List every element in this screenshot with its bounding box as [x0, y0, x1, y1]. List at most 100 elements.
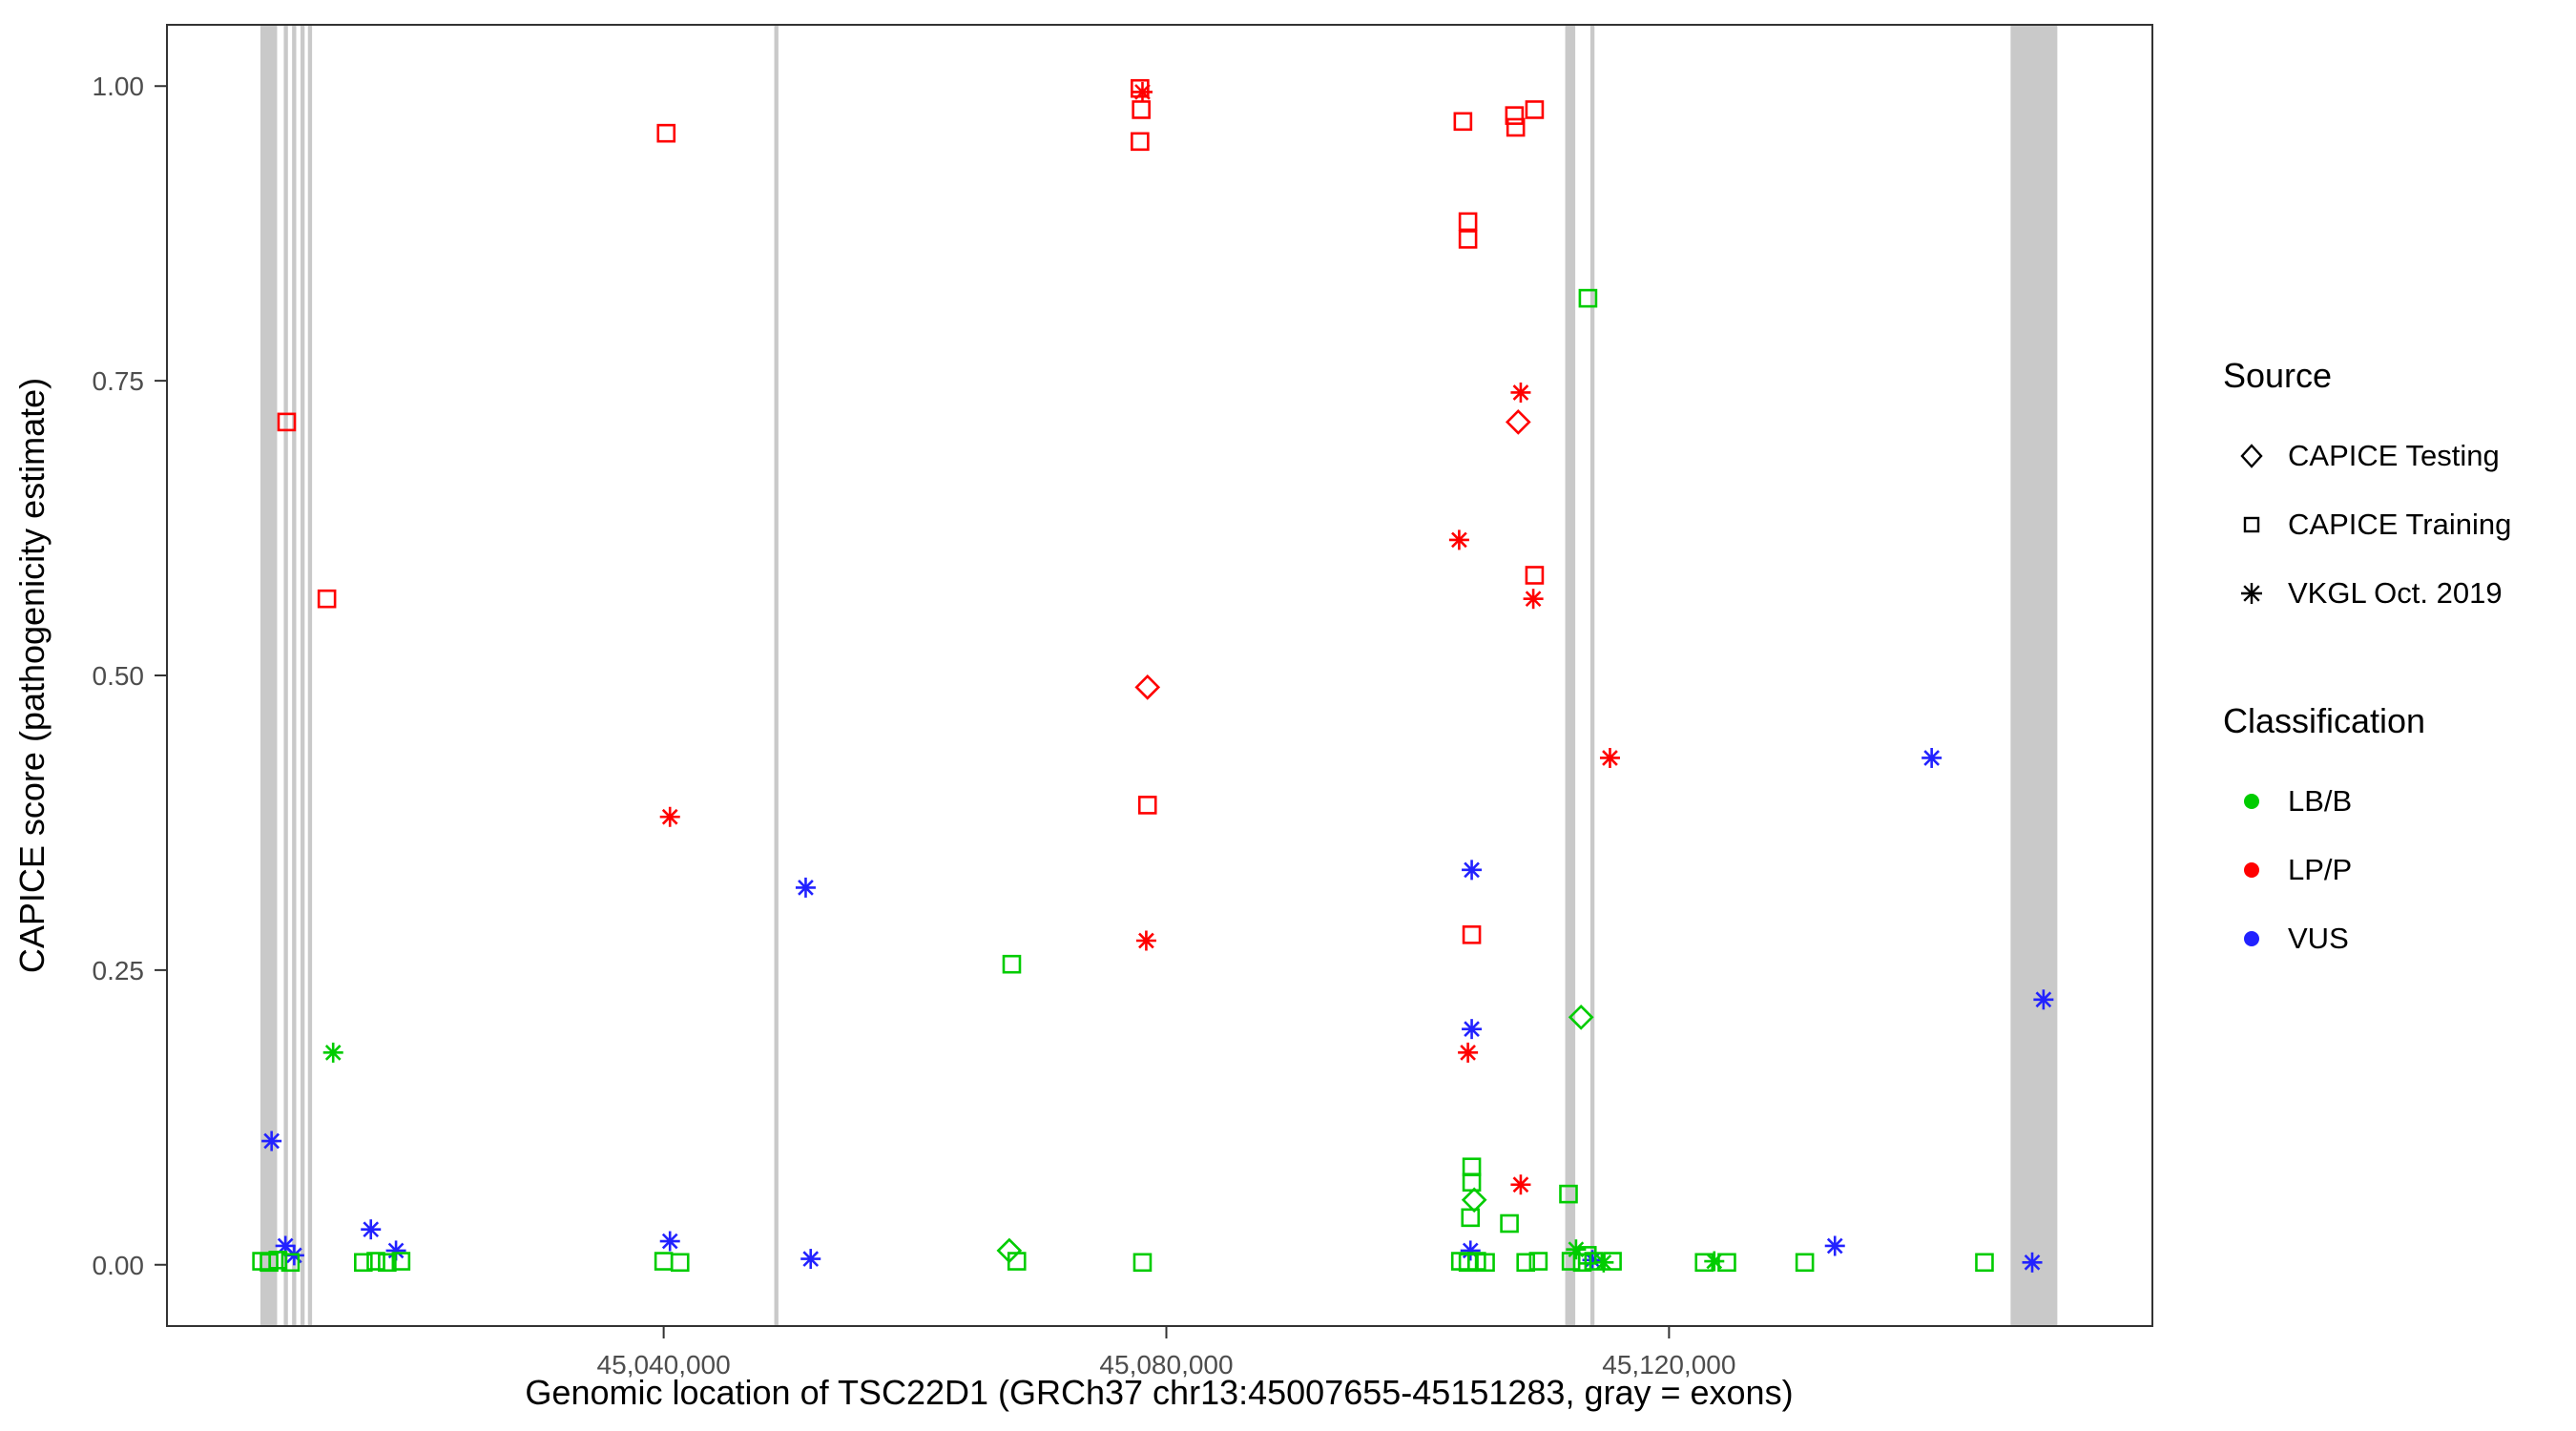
data-point-asterisk	[659, 806, 680, 827]
square-icon	[2243, 516, 2260, 533]
asterisk-line	[1464, 861, 1480, 879]
data-point-square	[1572, 1253, 1592, 1273]
exon-bar	[292, 25, 297, 1326]
diamond-icon	[2240, 444, 2263, 468]
data-point-square	[1578, 288, 1598, 308]
data-point-square	[656, 123, 676, 143]
legend-label-lpp: LP/P	[2288, 853, 2353, 886]
data-point-square	[1002, 954, 1022, 974]
exon-bar	[300, 25, 305, 1326]
data-point-square	[654, 1252, 674, 1271]
asterisk-line	[1512, 384, 1529, 401]
asterisk-line	[277, 1237, 294, 1255]
y-tick-label: 0.50	[93, 661, 145, 691]
data-point-square	[268, 1251, 288, 1270]
asterisk-line	[1923, 750, 1940, 766]
data-point-square	[1131, 78, 1150, 98]
data-point-diamond	[1505, 409, 1531, 435]
data-point-square	[1458, 230, 1478, 249]
legend-classification-title: Classification	[2223, 701, 2426, 740]
asterisk-line	[798, 880, 814, 896]
data-point-square	[1500, 1213, 1519, 1234]
data-point-asterisk	[361, 1219, 382, 1240]
asterisk-line	[363, 1221, 380, 1238]
y-tick-label: 0.75	[93, 366, 145, 396]
exon-bar	[774, 25, 779, 1326]
data-point-asterisk	[800, 1249, 821, 1270]
data-point-square	[1528, 1252, 1548, 1271]
plot-area: 45,040,000 45,080,000 45,120,000 0.00 0.25 0.…	[93, 24, 2153, 1379]
legend-label-capice-training: CAPICE Training	[2288, 508, 2512, 541]
data-point-square	[1975, 1253, 1994, 1273]
data-point-asterisk	[1922, 747, 1942, 768]
asterisk-line	[661, 808, 678, 825]
data-point-square	[1525, 566, 1545, 585]
data-point-square	[1506, 117, 1526, 137]
legend-item-vkgl: VKGL Oct. 2019	[2223, 559, 2511, 628]
data-point-asterisk	[1135, 930, 1156, 951]
data-point-square	[1132, 1253, 1153, 1273]
data-point-asterisk	[1462, 1019, 1483, 1040]
x-tick-label: 45,040,000	[597, 1350, 731, 1379]
data-point-asterisk	[2033, 989, 2054, 1010]
asterisk-line	[1464, 1021, 1480, 1037]
data-point-square	[1561, 1252, 1581, 1271]
data-point-square	[1505, 106, 1525, 125]
legend-item-lpp: LP/P	[2223, 836, 2511, 904]
asterisk-line	[1602, 750, 1618, 766]
data-point-square	[317, 589, 337, 609]
data-point-asterisk	[659, 1231, 680, 1252]
data-point-diamond	[1134, 674, 1161, 700]
data-point-square	[1603, 1252, 1622, 1271]
asterisk-line	[1512, 1176, 1529, 1193]
data-point-square	[1458, 212, 1478, 232]
x-tick-label: 45,120,000	[1602, 1350, 1735, 1379]
asterisk-line	[802, 1251, 820, 1267]
y-tick-label: 0.25	[93, 956, 145, 985]
data-point-square	[280, 1253, 301, 1273]
data-point-square	[1559, 1184, 1578, 1204]
data-point-asterisk	[1458, 1042, 1479, 1063]
data-point-square	[1516, 1253, 1536, 1273]
asterisk-line	[1451, 531, 1467, 549]
data-point-diamond	[1461, 1187, 1487, 1213]
data-point-square	[1795, 1253, 1815, 1273]
data-point-square	[1131, 132, 1150, 152]
legend-source-title: Source	[2223, 356, 2333, 395]
data-point-square	[1462, 1157, 1482, 1177]
asterisk-line	[1525, 591, 1542, 608]
asterisk-line	[2024, 1254, 2041, 1271]
x-axis-title: Genomic location of TSC22D1 (GRCh37 chr1…	[525, 1373, 1793, 1412]
legend-label-vkgl: VKGL Oct. 2019	[2288, 576, 2503, 610]
green-dot-icon	[2244, 794, 2259, 809]
asterisk-icon	[2241, 583, 2262, 604]
y-tick-label: 0.00	[93, 1251, 145, 1280]
data-point-square	[1462, 925, 1482, 944]
data-point-asterisk	[2022, 1252, 2043, 1273]
x-tick-label: 45,080,000	[1099, 1350, 1233, 1379]
data-point-asterisk	[1523, 589, 1544, 610]
data-point-square	[354, 1253, 373, 1273]
legend: Source CAPICE Testing CAPICE Training	[2223, 355, 2511, 973]
data-point-square	[670, 1253, 690, 1273]
exon-bar	[1565, 25, 1576, 1326]
data-point-asterisk	[1462, 860, 1483, 881]
data-point-square	[1132, 100, 1151, 119]
asterisk-line	[1138, 932, 1154, 949]
y-axis-title: CAPICE score (pathogenicity estimate)	[12, 378, 52, 973]
exon-bar	[260, 25, 278, 1326]
asterisk-line	[1460, 1045, 1476, 1061]
asterisk-line	[1134, 84, 1151, 100]
blue-dot-icon	[2244, 931, 2259, 946]
data-point-square	[1462, 1172, 1482, 1192]
y-tick-label: 1.00	[93, 72, 145, 101]
data-point-square	[1137, 796, 1157, 815]
data-point-square	[366, 1252, 385, 1271]
data-point-asterisk	[1448, 529, 1469, 550]
data-point-diamond	[1568, 1004, 1594, 1030]
legend-label-capice-testing: CAPICE Testing	[2288, 439, 2500, 472]
data-point-asterisk	[1824, 1235, 1845, 1256]
data-point-asterisk	[795, 877, 816, 898]
asterisk-line	[263, 1132, 280, 1150]
